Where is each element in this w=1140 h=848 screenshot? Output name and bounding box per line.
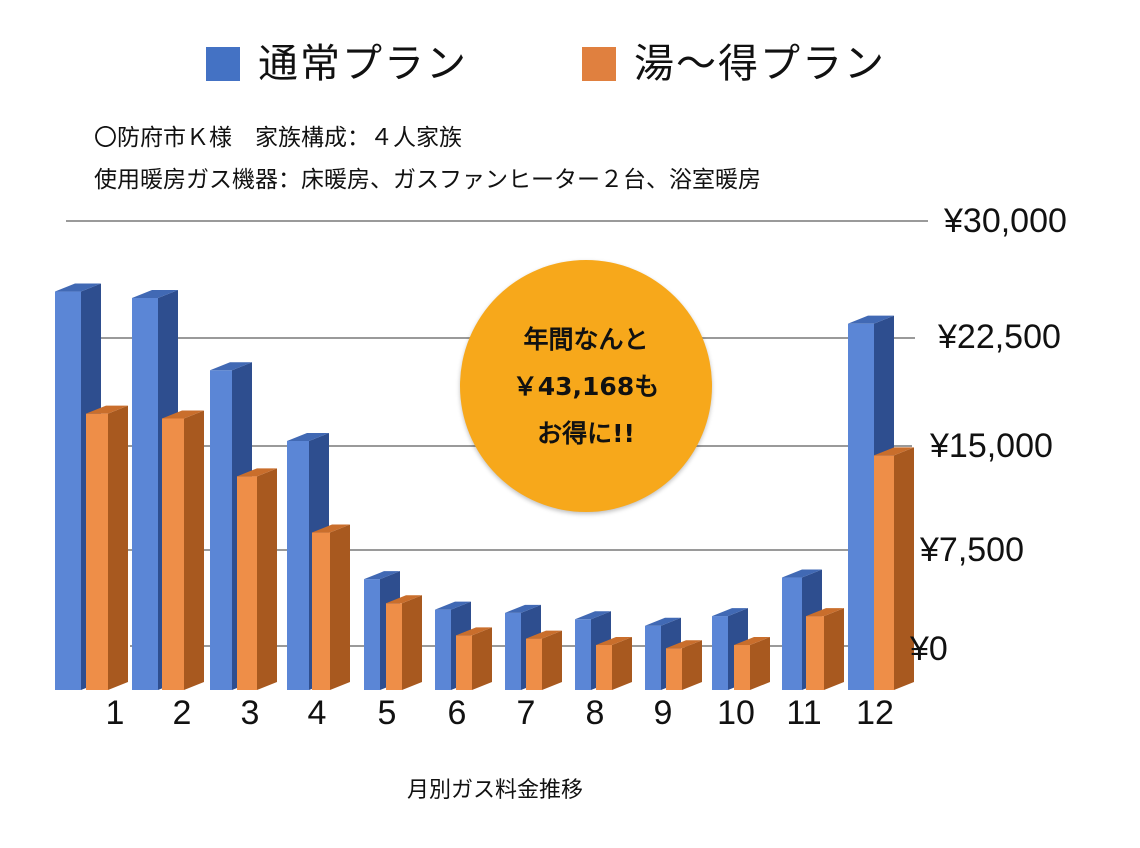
bar-yutoku-plan: [456, 627, 492, 690]
x-tick-label: 7: [516, 694, 536, 732]
x-tick-label: 6: [447, 694, 467, 732]
x-axis-title: 月別ガス料金推移: [406, 778, 583, 803]
y-tick-label: ¥0: [910, 630, 948, 668]
legend-item-yutoku-plan: 湯〜得プラン: [582, 36, 886, 92]
bar-yutoku-plan: [734, 637, 770, 690]
badge-line-2: ￥43,168も: [512, 371, 660, 401]
bar-yutoku-plan: [237, 468, 277, 690]
x-tick-label: 10: [717, 694, 755, 732]
legend-swatch-yutoku: [582, 47, 616, 81]
legend-item-regular-plan: 通常プラン: [206, 36, 468, 92]
x-tick-label: 12: [856, 694, 894, 732]
x-tick-label: 11: [786, 694, 822, 732]
y-tick-label: ¥7,500: [920, 531, 1024, 569]
bar-yutoku-plan: [312, 524, 350, 690]
x-tick-label: 5: [377, 694, 397, 732]
savings-badge: 年間なんと ￥43,168も お得に!!: [460, 260, 712, 512]
bar-yutoku-plan: [526, 630, 562, 690]
heating-equipment-info: 使用暖房ガス機器：床暖房、ガスファンヒーター２台、浴室暖房: [94, 167, 761, 193]
bar-yutoku-plan: [806, 608, 844, 690]
x-tick-label: 9: [653, 694, 673, 732]
badge-line-1: 年間なんと: [523, 324, 649, 354]
x-tick-label: 4: [307, 694, 327, 732]
y-tick-label: ¥15,000: [930, 427, 1053, 465]
bar-yutoku-plan: [386, 595, 422, 690]
x-tick-label: 1: [105, 694, 125, 732]
bar-yutoku-plan: [596, 637, 632, 690]
x-tick-label: 2: [172, 694, 192, 732]
badge-line-3: お得に!!: [537, 418, 635, 448]
y-tick-label: ¥30,000: [944, 202, 1067, 240]
legend-label-regular: 通常プラン: [258, 41, 468, 87]
x-tick-label: 3: [240, 694, 260, 732]
bar-yutoku-plan: [162, 410, 204, 690]
legend-label-yutoku: 湯〜得プラン: [634, 41, 886, 87]
bar-yutoku-plan: [86, 405, 128, 690]
customer-info: 〇防府市Ｋ様 家族構成：４人家族: [94, 125, 462, 151]
bar-yutoku-plan: [666, 640, 702, 690]
legend-swatch-regular: [206, 47, 240, 81]
x-tick-label: 8: [585, 694, 605, 732]
y-tick-label: ¥22,500: [938, 318, 1061, 356]
bar-yutoku-plan: [874, 447, 914, 690]
